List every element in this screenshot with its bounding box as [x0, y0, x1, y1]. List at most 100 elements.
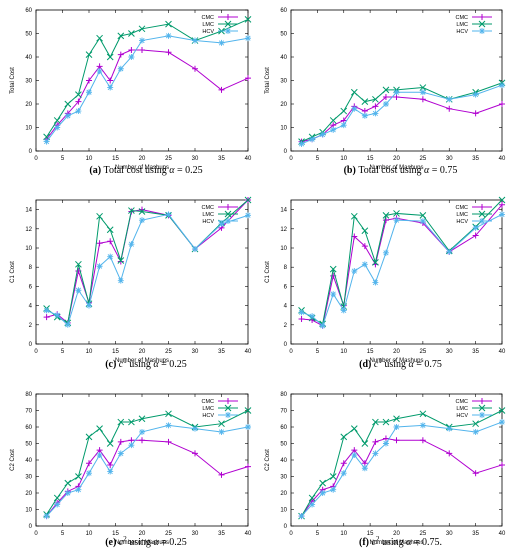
x-tick-label: 15: [112, 349, 119, 355]
y-tick-label: 30: [25, 79, 32, 85]
legend-label-cmc: CMC: [201, 15, 214, 21]
data-point-cmc: [107, 77, 114, 84]
data-point-lmc: [64, 100, 72, 108]
data-point-hcv: [64, 112, 71, 119]
data-point-hcv: [382, 440, 389, 447]
y-axis-label: C1 Cost: [265, 261, 271, 283]
data-point-hcv: [372, 279, 379, 286]
data-point-cmc: [472, 232, 479, 239]
y-tick-label: 10: [25, 126, 32, 132]
data-point-hcv: [86, 470, 92, 477]
x-axis-label: Number of Mashups: [369, 540, 423, 546]
data-point-hcv: [351, 452, 358, 459]
y-tick-label: 2: [284, 323, 288, 329]
x-tick-label: 0: [34, 349, 38, 355]
series-line-cmc: [301, 204, 503, 327]
data-point-lmc: [85, 433, 93, 441]
data-point-lmc: [419, 212, 427, 219]
data-point-lmc: [319, 479, 327, 487]
y-tick-label: 2: [29, 323, 33, 329]
data-point-hcv: [139, 428, 145, 435]
x-tick-label: 5: [61, 156, 65, 162]
data-point-lmc: [53, 117, 61, 124]
data-point-cmc: [382, 93, 389, 100]
series-lmc: [298, 196, 506, 328]
x-tick-label: 20: [393, 531, 400, 537]
x-tick-label: 25: [165, 156, 172, 162]
data-point-lmc: [244, 16, 252, 23]
data-point-cmc: [446, 450, 453, 457]
data-point-hcv: [330, 126, 337, 133]
legend-marker-lmc: [224, 20, 232, 28]
x-tick-label: 30: [192, 349, 199, 355]
data-point-hcv: [54, 124, 61, 131]
series-cmc: [43, 197, 251, 326]
y-tick-label: 8: [284, 265, 288, 271]
y-tick-label: 50: [25, 442, 32, 448]
x-tick-label: 10: [86, 531, 93, 537]
legend-label-cmc: CMC: [201, 399, 214, 405]
data-point-cmc: [192, 450, 198, 457]
data-point-lmc: [64, 479, 72, 487]
y-axis-label: Total Cost: [10, 67, 16, 94]
data-point-hcv: [419, 89, 426, 96]
series-cmc: [43, 46, 251, 143]
legend-marker-lmc: [478, 210, 486, 218]
panel-caption: (b) Total cost using α = 0.75: [344, 165, 458, 176]
y-tick-label: 50: [280, 442, 287, 448]
x-tick-label: 15: [112, 531, 119, 537]
data-point-lmc: [53, 494, 61, 502]
data-point-hcv: [165, 32, 172, 39]
y-tick-label: 0: [284, 342, 288, 348]
legend-marker-cmc: [479, 14, 485, 20]
y-tick-label: 70: [25, 409, 32, 415]
data-point-lmc: [106, 440, 114, 447]
data-point-cmc: [446, 105, 453, 112]
data-point-hcv: [64, 321, 71, 328]
series-line-lmc: [301, 199, 503, 325]
y-tick-label: 60: [25, 8, 32, 14]
y-tick-label: 10: [25, 508, 32, 514]
series-lmc: [43, 407, 252, 518]
x-tick-label: 5: [316, 156, 320, 162]
data-point-hcv: [43, 513, 50, 520]
y-tick-label: 0: [29, 149, 33, 155]
data-point-hcv: [192, 425, 198, 432]
data-point-cmc: [472, 110, 479, 117]
data-point-lmc: [117, 257, 125, 264]
data-point-hcv: [419, 218, 426, 225]
data-point-hcv: [330, 486, 337, 493]
series-line-cmc: [46, 49, 249, 140]
x-tick-label: 40: [245, 531, 252, 537]
x-tick-label: 0: [289, 156, 293, 162]
data-point-lmc: [350, 212, 358, 220]
chart-panel-3: 0 5 10 15 20 25 30 35 40 0 2 4 6 8 10 12 14 Number of Mas…: [10, 196, 252, 370]
plot-frame: [290, 393, 503, 527]
series-line-hcv: [301, 421, 503, 517]
data-point-lmc: [372, 95, 379, 103]
x-tick-label: 35: [218, 349, 225, 355]
series-line-cmc: [46, 199, 249, 324]
data-point-lmc: [138, 208, 146, 215]
data-point-hcv: [165, 211, 172, 218]
data-point-cmc: [382, 217, 389, 224]
legend-label-lmc: LMC: [202, 406, 214, 412]
plot-frame: [35, 9, 249, 152]
data-point-hcv: [218, 428, 225, 435]
data-point-lmc: [419, 410, 427, 418]
data-point-lmc: [138, 25, 146, 33]
legend-marker-hcv: [479, 412, 485, 418]
y-tick-label: 6: [284, 284, 288, 290]
legend-label-lmc: LMC: [456, 22, 468, 28]
data-point-hcv: [382, 249, 389, 256]
series-cmc: [298, 93, 505, 145]
series-line-cmc: [301, 438, 503, 517]
data-point-hcv: [319, 490, 326, 496]
data-point-hcv: [340, 470, 347, 477]
data-point-hcv: [75, 486, 82, 493]
series-lmc: [298, 79, 506, 145]
legend-label-hcv: HCV: [456, 29, 468, 35]
